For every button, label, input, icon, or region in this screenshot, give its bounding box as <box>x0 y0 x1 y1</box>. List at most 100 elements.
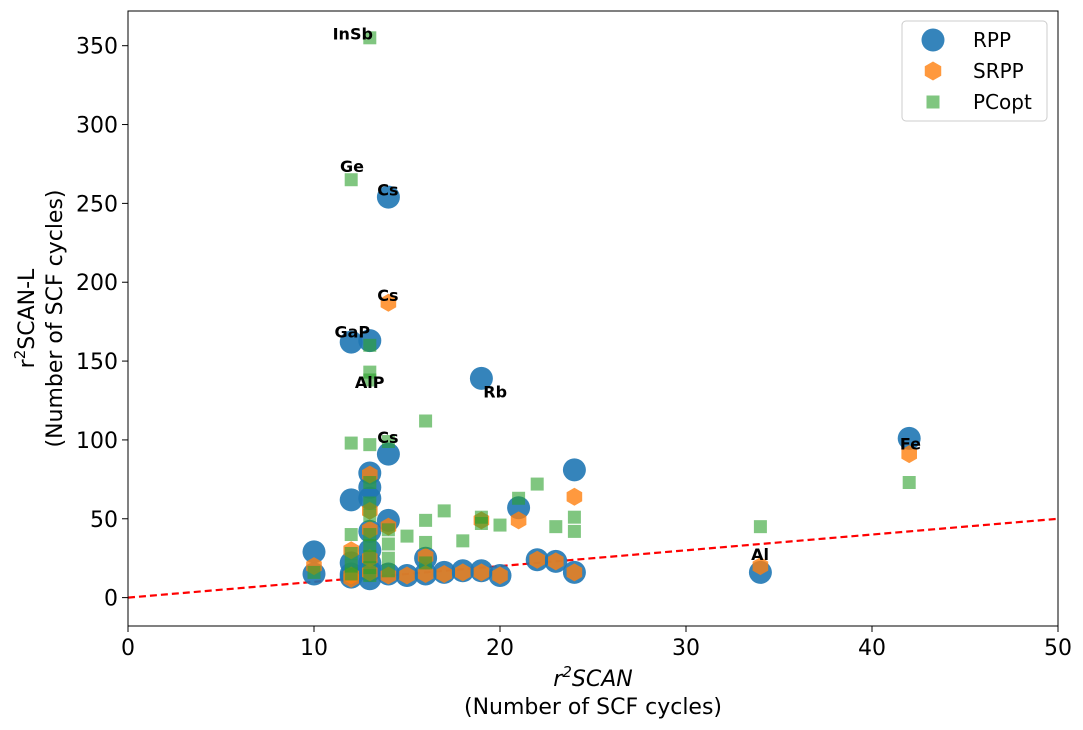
legend-item-pcopt: PCopt <box>926 90 1032 114</box>
data-point-pcopt <box>753 520 767 534</box>
data-point-pcopt <box>363 569 377 583</box>
data-point-pcopt <box>381 537 395 551</box>
y-axis-title: r2SCAN-L <box>11 268 40 368</box>
data-point-pcopt <box>363 476 377 489</box>
x-tick-label: 30 <box>672 636 700 661</box>
data-point-srpp <box>380 293 397 312</box>
data-point-srpp <box>417 564 434 583</box>
data-point-pcopt <box>363 373 377 387</box>
data-point-pcopt <box>493 518 507 532</box>
annotations-group: InSb Ge Cs Cs GaP AlP Rb Cs Fe Al <box>333 24 922 563</box>
data-point-rpp <box>302 540 326 564</box>
data-point-pcopt <box>381 523 395 537</box>
data-point-pcopt <box>344 567 358 581</box>
legend-marker-pcopt <box>926 95 940 109</box>
legend-label: SRPP <box>973 59 1024 83</box>
annotation-label: Al <box>751 545 769 564</box>
data-point-pcopt <box>419 556 433 570</box>
x-axis-ticks: 0 10 20 30 40 50 <box>121 626 1072 661</box>
annotation-label: AlP <box>355 373 385 392</box>
reference-line-group <box>128 517 1058 599</box>
x-axis-subtitle: (Number of SCF cycles) <box>464 695 722 720</box>
x-tick-label: 0 <box>121 636 135 661</box>
data-point-pcopt <box>344 436 358 450</box>
legend: RPP SRPP PCopt <box>901 20 1048 122</box>
data-point-pcopt <box>400 529 414 543</box>
data-point-pcopt <box>549 520 563 534</box>
y-axis-subtitle: (Number of SCF cycles) <box>43 189 68 447</box>
annotation-label: Rb <box>483 382 507 401</box>
x-tick-label: 40 <box>858 636 886 661</box>
data-point-srpp <box>548 552 564 571</box>
data-point-pcopt <box>381 435 395 448</box>
annotation-label: Fe <box>900 434 921 453</box>
data-point-pcopt <box>419 535 433 549</box>
data-point-pcopt <box>344 546 358 560</box>
x-tick-label: 20 <box>486 636 514 661</box>
y-axis-ticks: 0 50 100 150 200 250 300 350 <box>76 35 128 612</box>
data-point-srpp <box>901 445 917 464</box>
data-point-rpp <box>897 426 921 450</box>
y-tick-label: 200 <box>76 271 118 296</box>
data-point-rpp <box>376 442 400 466</box>
y-axis-title-group: r2SCAN-L (Number of SCF cycles) <box>11 189 68 447</box>
data-point-srpp <box>436 564 452 583</box>
data-point-pcopt <box>567 510 581 524</box>
data-point-srpp <box>529 550 545 569</box>
data-point-rpp <box>562 458 586 482</box>
data-points-group <box>302 31 921 591</box>
data-point-srpp <box>566 487 583 506</box>
data-point-srpp <box>455 563 471 582</box>
data-point-pcopt <box>419 513 433 527</box>
data-point-pcopt <box>530 477 544 491</box>
legend-label: RPP <box>973 28 1011 52</box>
data-point-pcopt <box>344 173 358 187</box>
x-tick-label: 10 <box>300 636 328 661</box>
data-point-rpp <box>376 185 400 209</box>
legend-label: PCopt <box>973 90 1032 114</box>
data-point-pcopt <box>344 528 358 542</box>
y-tick-label: 300 <box>76 114 118 139</box>
legend-item-rpp: RPP <box>921 28 1011 52</box>
data-point-pcopt <box>363 528 377 542</box>
y-tick-label: 100 <box>76 429 118 454</box>
data-point-pcopt <box>363 550 377 564</box>
data-point-pcopt <box>363 338 377 352</box>
y-tick-label: 150 <box>76 350 118 375</box>
annotation-label: Cs <box>377 428 398 447</box>
data-point-srpp <box>492 566 508 585</box>
x-tick-label: 50 <box>1044 636 1072 661</box>
data-point-pcopt <box>456 534 470 548</box>
data-point-pcopt <box>363 496 377 510</box>
annotation-label: Cs <box>377 286 398 305</box>
data-point-pcopt <box>381 551 395 565</box>
plot-frame <box>127 10 1059 627</box>
data-point-pcopt <box>902 476 916 489</box>
data-point-pcopt <box>363 31 377 45</box>
data-point-rpp <box>469 366 493 390</box>
data-point-pcopt <box>567 524 581 538</box>
legend-item-srpp: SRPP <box>924 59 1024 83</box>
data-point-srpp <box>566 563 583 582</box>
data-point-rpp <box>339 330 363 354</box>
data-point-srpp <box>752 557 769 576</box>
y-tick-label: 0 <box>104 587 118 612</box>
y-tick-label: 50 <box>90 508 118 533</box>
data-point-pcopt <box>474 517 488 530</box>
data-point-pcopt <box>363 539 377 553</box>
annotation-label: Cs <box>377 181 398 200</box>
x-axis-title: r2SCAN <box>553 663 632 692</box>
data-point-pcopt <box>363 438 377 452</box>
data-point-srpp <box>399 566 415 585</box>
legend-marker-rpp <box>921 28 945 52</box>
annotation-label: InSb <box>333 24 373 43</box>
data-point-pcopt <box>307 565 321 579</box>
legend-marker-srpp <box>924 61 942 81</box>
data-point-pcopt <box>363 509 377 523</box>
annotation-label: Ge <box>340 157 364 176</box>
annotation-label: GaP <box>334 322 370 341</box>
data-point-pcopt <box>381 564 395 578</box>
series-pcopt <box>307 31 916 583</box>
y-tick-label: 350 <box>76 35 118 60</box>
